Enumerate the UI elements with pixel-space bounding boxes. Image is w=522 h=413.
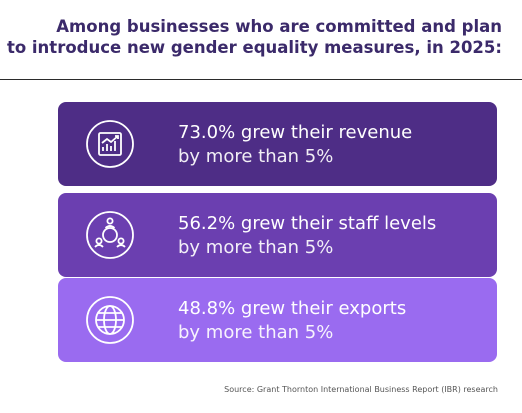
stat-subtext: by more than 5%: [178, 146, 334, 167]
stat-card-staff: 56.2% grew their staff levels by more th…: [58, 193, 497, 277]
globe-icon: [85, 295, 135, 345]
stat-card-exports: 48.8% grew their exports by more than 5%: [58, 278, 497, 362]
stat-subtext: by more than 5%: [178, 322, 334, 343]
stat-card-revenue: 73.0% grew their revenue by more than 5%: [58, 102, 497, 186]
heading-line-2: to introduce new gender equality measure…: [6, 38, 502, 57]
people-circle-icon: [85, 210, 135, 260]
stat-text: 56.2% grew their staff levels: [178, 213, 437, 234]
source-note: Source: Grant Thornton International Bus…: [224, 385, 498, 394]
stat-text: 48.8% grew their exports: [178, 298, 407, 319]
stat-subtext: by more than 5%: [178, 237, 334, 258]
revenue-chart-icon: [85, 119, 135, 169]
heading: Among businesses who are committed and p…: [0, 16, 502, 58]
stat-text: 73.0% grew their revenue: [178, 122, 413, 143]
heading-line-1: Among businesses who are committed and p…: [56, 17, 502, 36]
divider: [0, 79, 522, 80]
